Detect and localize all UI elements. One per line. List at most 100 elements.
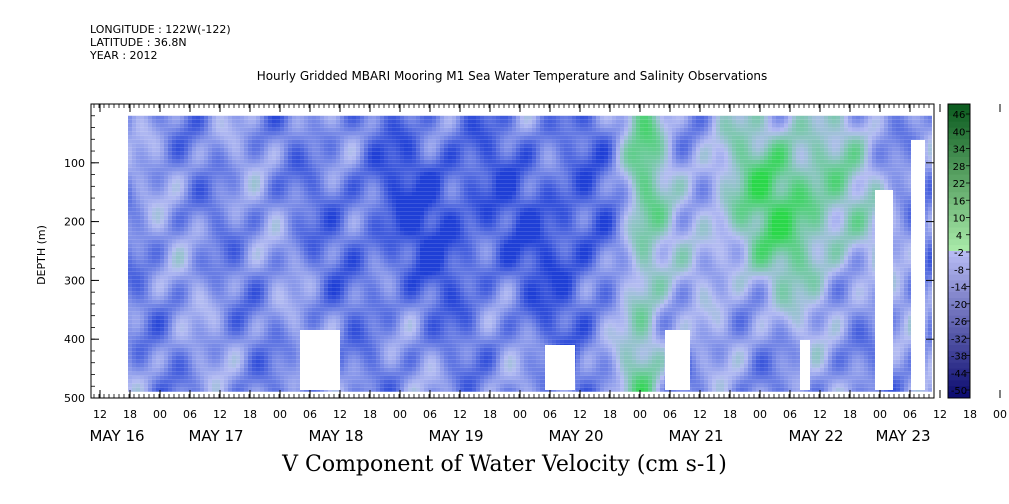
latitude-label: LATITUDE : 36.8N	[90, 36, 187, 49]
colorbar-segment	[948, 327, 970, 334]
x-date-label: MAY 18	[308, 427, 363, 445]
colorbar-segment	[948, 251, 970, 258]
colorbar-segment	[948, 121, 970, 129]
colorbar-label: -26	[951, 317, 967, 328]
x-hour-tick-label: 18	[723, 408, 737, 421]
colorbar-segment	[948, 104, 970, 111]
colorbar-segment	[948, 333, 970, 340]
colorbar-segment	[948, 133, 970, 140]
colorbar-segment	[948, 245, 970, 252]
x-hour-tick-label: 00	[273, 408, 287, 421]
year-label: YEAR : 2012	[90, 49, 158, 62]
x-hour-tick-label: 12	[693, 408, 707, 421]
missing-data-gap	[911, 140, 925, 390]
colorbar-label: 40	[953, 127, 966, 138]
y-tick-label: 300	[64, 274, 85, 287]
chart-title: Hourly Gridded MBARI Mooring M1 Sea Wate…	[257, 69, 768, 83]
x-axis-label: V Component of Water Velocity (cm s-1)	[282, 452, 727, 477]
colorbar-segment	[948, 298, 970, 305]
x-hour-tick-label: 00	[993, 408, 1007, 421]
x-hour-tick-label: 12	[813, 408, 827, 421]
colorbar-segment	[948, 180, 970, 187]
colorbar-segment	[948, 356, 970, 364]
x-hour-tick-label: 12	[933, 408, 947, 421]
missing-data-gap	[800, 340, 810, 390]
colorbar-segment	[948, 186, 970, 193]
colorbar-segment	[948, 315, 970, 323]
y-tick-label: 500	[64, 392, 85, 405]
colorbar-segment	[948, 286, 970, 293]
colorbar-label: 28	[953, 162, 966, 173]
x-date-label: MAY 19	[428, 427, 483, 445]
x-hour-tick-label: 06	[303, 408, 317, 421]
plot-frame	[90, 103, 935, 399]
colorbar-segment	[948, 168, 970, 176]
x-hour-tick-label: 18	[843, 408, 857, 421]
colorbar-segment	[948, 109, 970, 117]
colorbar-label: -14	[951, 283, 967, 294]
x-hour-tick-label: 06	[783, 408, 797, 421]
colorbar-segment	[948, 380, 970, 387]
colorbar-segment	[948, 309, 970, 317]
colorbar-segment	[948, 345, 970, 352]
x-hour-tick-label: 18	[483, 408, 497, 421]
colorbar-segment	[948, 280, 970, 287]
colorbar-segment	[948, 303, 970, 311]
colorbar-label: 4	[956, 231, 962, 242]
x-hour-tick-label: 06	[903, 408, 917, 421]
x-hour-tick-label: 18	[963, 408, 977, 421]
longitude-label: LONGITUDE : 122W(-122)	[90, 23, 231, 36]
colorbar-segment	[948, 274, 970, 281]
x-hour-tick-label: 00	[393, 408, 407, 421]
colorbar-label: 34	[953, 145, 966, 156]
colorbar-segment	[948, 268, 970, 276]
colorbar-label: -8	[954, 265, 964, 276]
missing-data-gap	[545, 345, 575, 390]
x-hour-tick-label: 18	[243, 408, 257, 421]
colorbar-segment	[948, 139, 970, 146]
x-date-label: MAY 17	[188, 427, 243, 445]
colorbar-segment	[948, 350, 970, 358]
colorbar-label: 16	[953, 196, 966, 207]
axes: 12 18 00 06 12 18 00 06 12 18 00 06 12 18 00 06 12 18 00 06…	[64, 103, 1007, 445]
colorbar-segment	[948, 321, 970, 328]
colorbar-label: -38	[951, 352, 967, 363]
x-hour-tick-label: 12	[93, 408, 107, 421]
y-tick-label: 200	[64, 216, 85, 229]
y-tick-label: 400	[64, 333, 85, 346]
colorbar-segment	[948, 292, 970, 299]
colorbar-segment	[948, 374, 970, 381]
x-hour-tick-label: 12	[213, 408, 227, 421]
x-hour-tick-label: 06	[663, 408, 677, 421]
colorbar-segment	[948, 392, 970, 399]
heatmap-cells	[128, 115, 932, 392]
colorbar-segment	[948, 209, 970, 217]
colorbar-segment	[948, 151, 970, 158]
x-date-label: MAY 22	[788, 427, 843, 445]
colorbar-label: -44	[951, 369, 967, 380]
y-tick-label: 100	[64, 157, 85, 170]
colorbar-label: 22	[953, 179, 966, 190]
colorbar-label: 46	[953, 110, 966, 121]
colorbar-segment	[948, 339, 970, 346]
colorbar-segment	[948, 192, 970, 199]
missing-data-gap	[300, 330, 340, 390]
x-hour-tick-label: 18	[363, 408, 377, 421]
colorbar-segment	[948, 215, 970, 223]
colorbar-label: -50	[951, 386, 967, 397]
y-axis-label: DEPTH (m)	[35, 225, 48, 285]
x-hour-tick-label: 06	[423, 408, 437, 421]
colorbar-segment	[948, 227, 970, 234]
colorbar-segment	[948, 256, 970, 264]
x-date-label: MAY 20	[548, 427, 603, 445]
colorbar-segment	[948, 362, 970, 370]
colorbar-label: -32	[951, 334, 967, 345]
x-hour-tick-label: 00	[873, 408, 887, 421]
x-hour-tick-label: 00	[633, 408, 647, 421]
x-hour-tick-label: 12	[333, 408, 347, 421]
colorbar-segment	[948, 368, 970, 375]
x-date-label: MAY 16	[89, 427, 144, 445]
colorbar-frame	[947, 103, 971, 399]
colorbar-segment	[948, 162, 970, 170]
